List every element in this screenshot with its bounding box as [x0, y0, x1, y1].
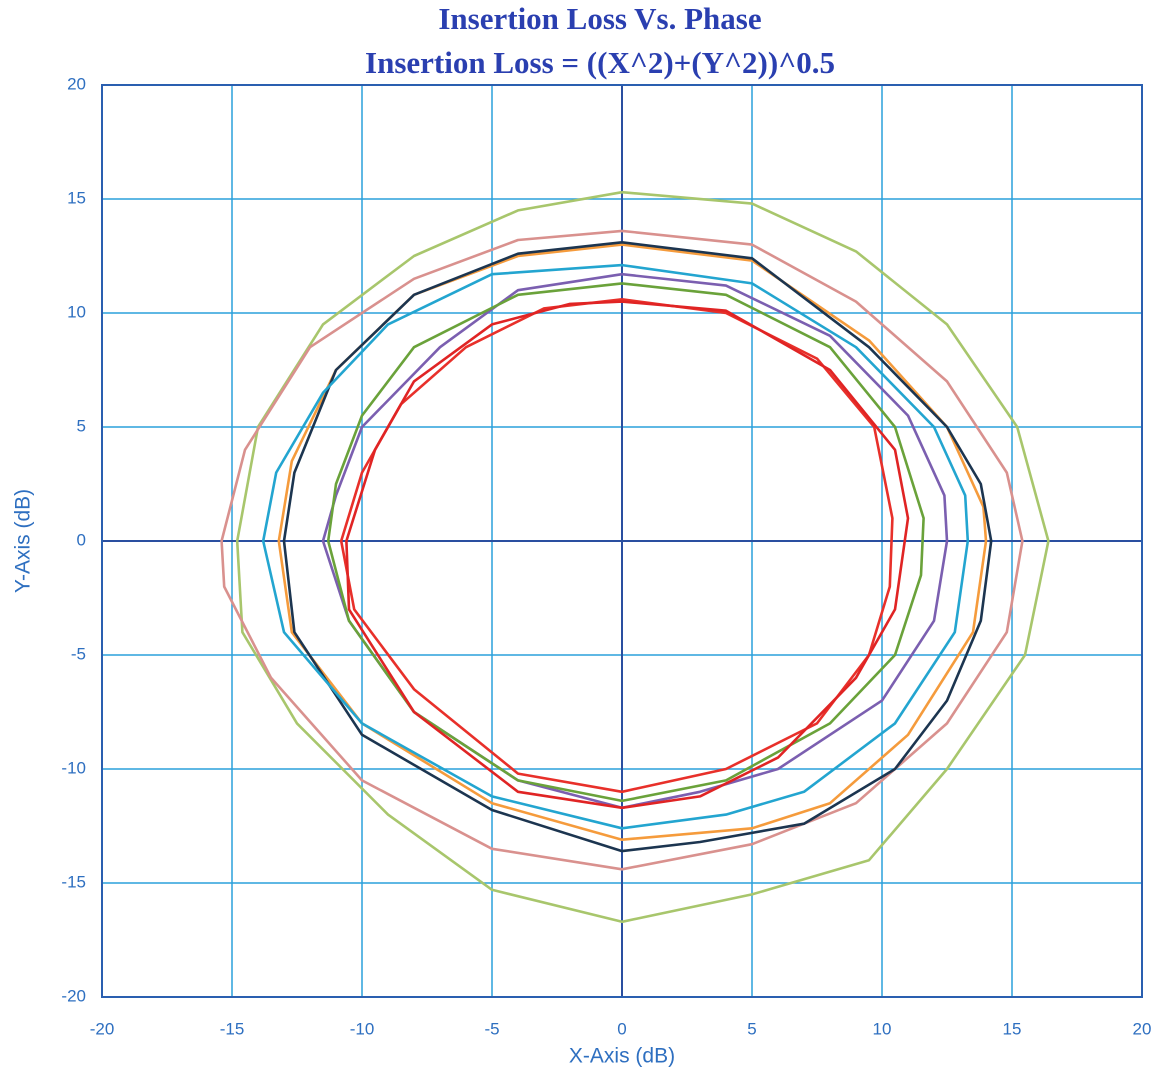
x-axis-title: X-Axis (dB)	[569, 1045, 675, 1068]
y-tick-label: 10	[67, 302, 86, 321]
chart-subtitle: Insertion Loss = ((X^2)+(Y^2))^0.5	[365, 45, 835, 80]
series-line	[282, 241, 993, 853]
plot-border	[101, 84, 1143, 998]
y-tick-label: -20	[61, 986, 86, 1005]
y-tick-label: -10	[61, 758, 86, 777]
x-tick-label: -5	[484, 1019, 499, 1038]
series-line	[277, 243, 988, 841]
y-tick-label: 20	[67, 74, 86, 93]
chart-title: Insertion Loss Vs. Phase	[438, 1, 761, 36]
y-axis-title: Y-Axis (dB)	[12, 489, 35, 593]
x-tick-label: -10	[350, 1019, 375, 1038]
series-line	[326, 282, 925, 803]
series-line	[220, 229, 1024, 871]
series-line	[261, 263, 970, 830]
x-tick-label: 10	[873, 1019, 892, 1038]
x-tick-label: 5	[747, 1019, 756, 1038]
x-tick-label: 20	[1133, 1019, 1152, 1038]
y-tick-label: 15	[67, 188, 86, 207]
y-tick-label: 0	[77, 530, 86, 549]
y-tick-label: -15	[61, 872, 86, 891]
series-line	[345, 300, 910, 810]
series-line	[321, 272, 949, 810]
x-tick-label: 15	[1003, 1019, 1022, 1038]
x-tick-label: -20	[90, 1019, 115, 1038]
x-tick-label: 0	[617, 1019, 626, 1038]
x-tick-label: -15	[220, 1019, 245, 1038]
y-tick-label: 5	[77, 416, 86, 435]
y-tick-label: -5	[71, 644, 86, 663]
